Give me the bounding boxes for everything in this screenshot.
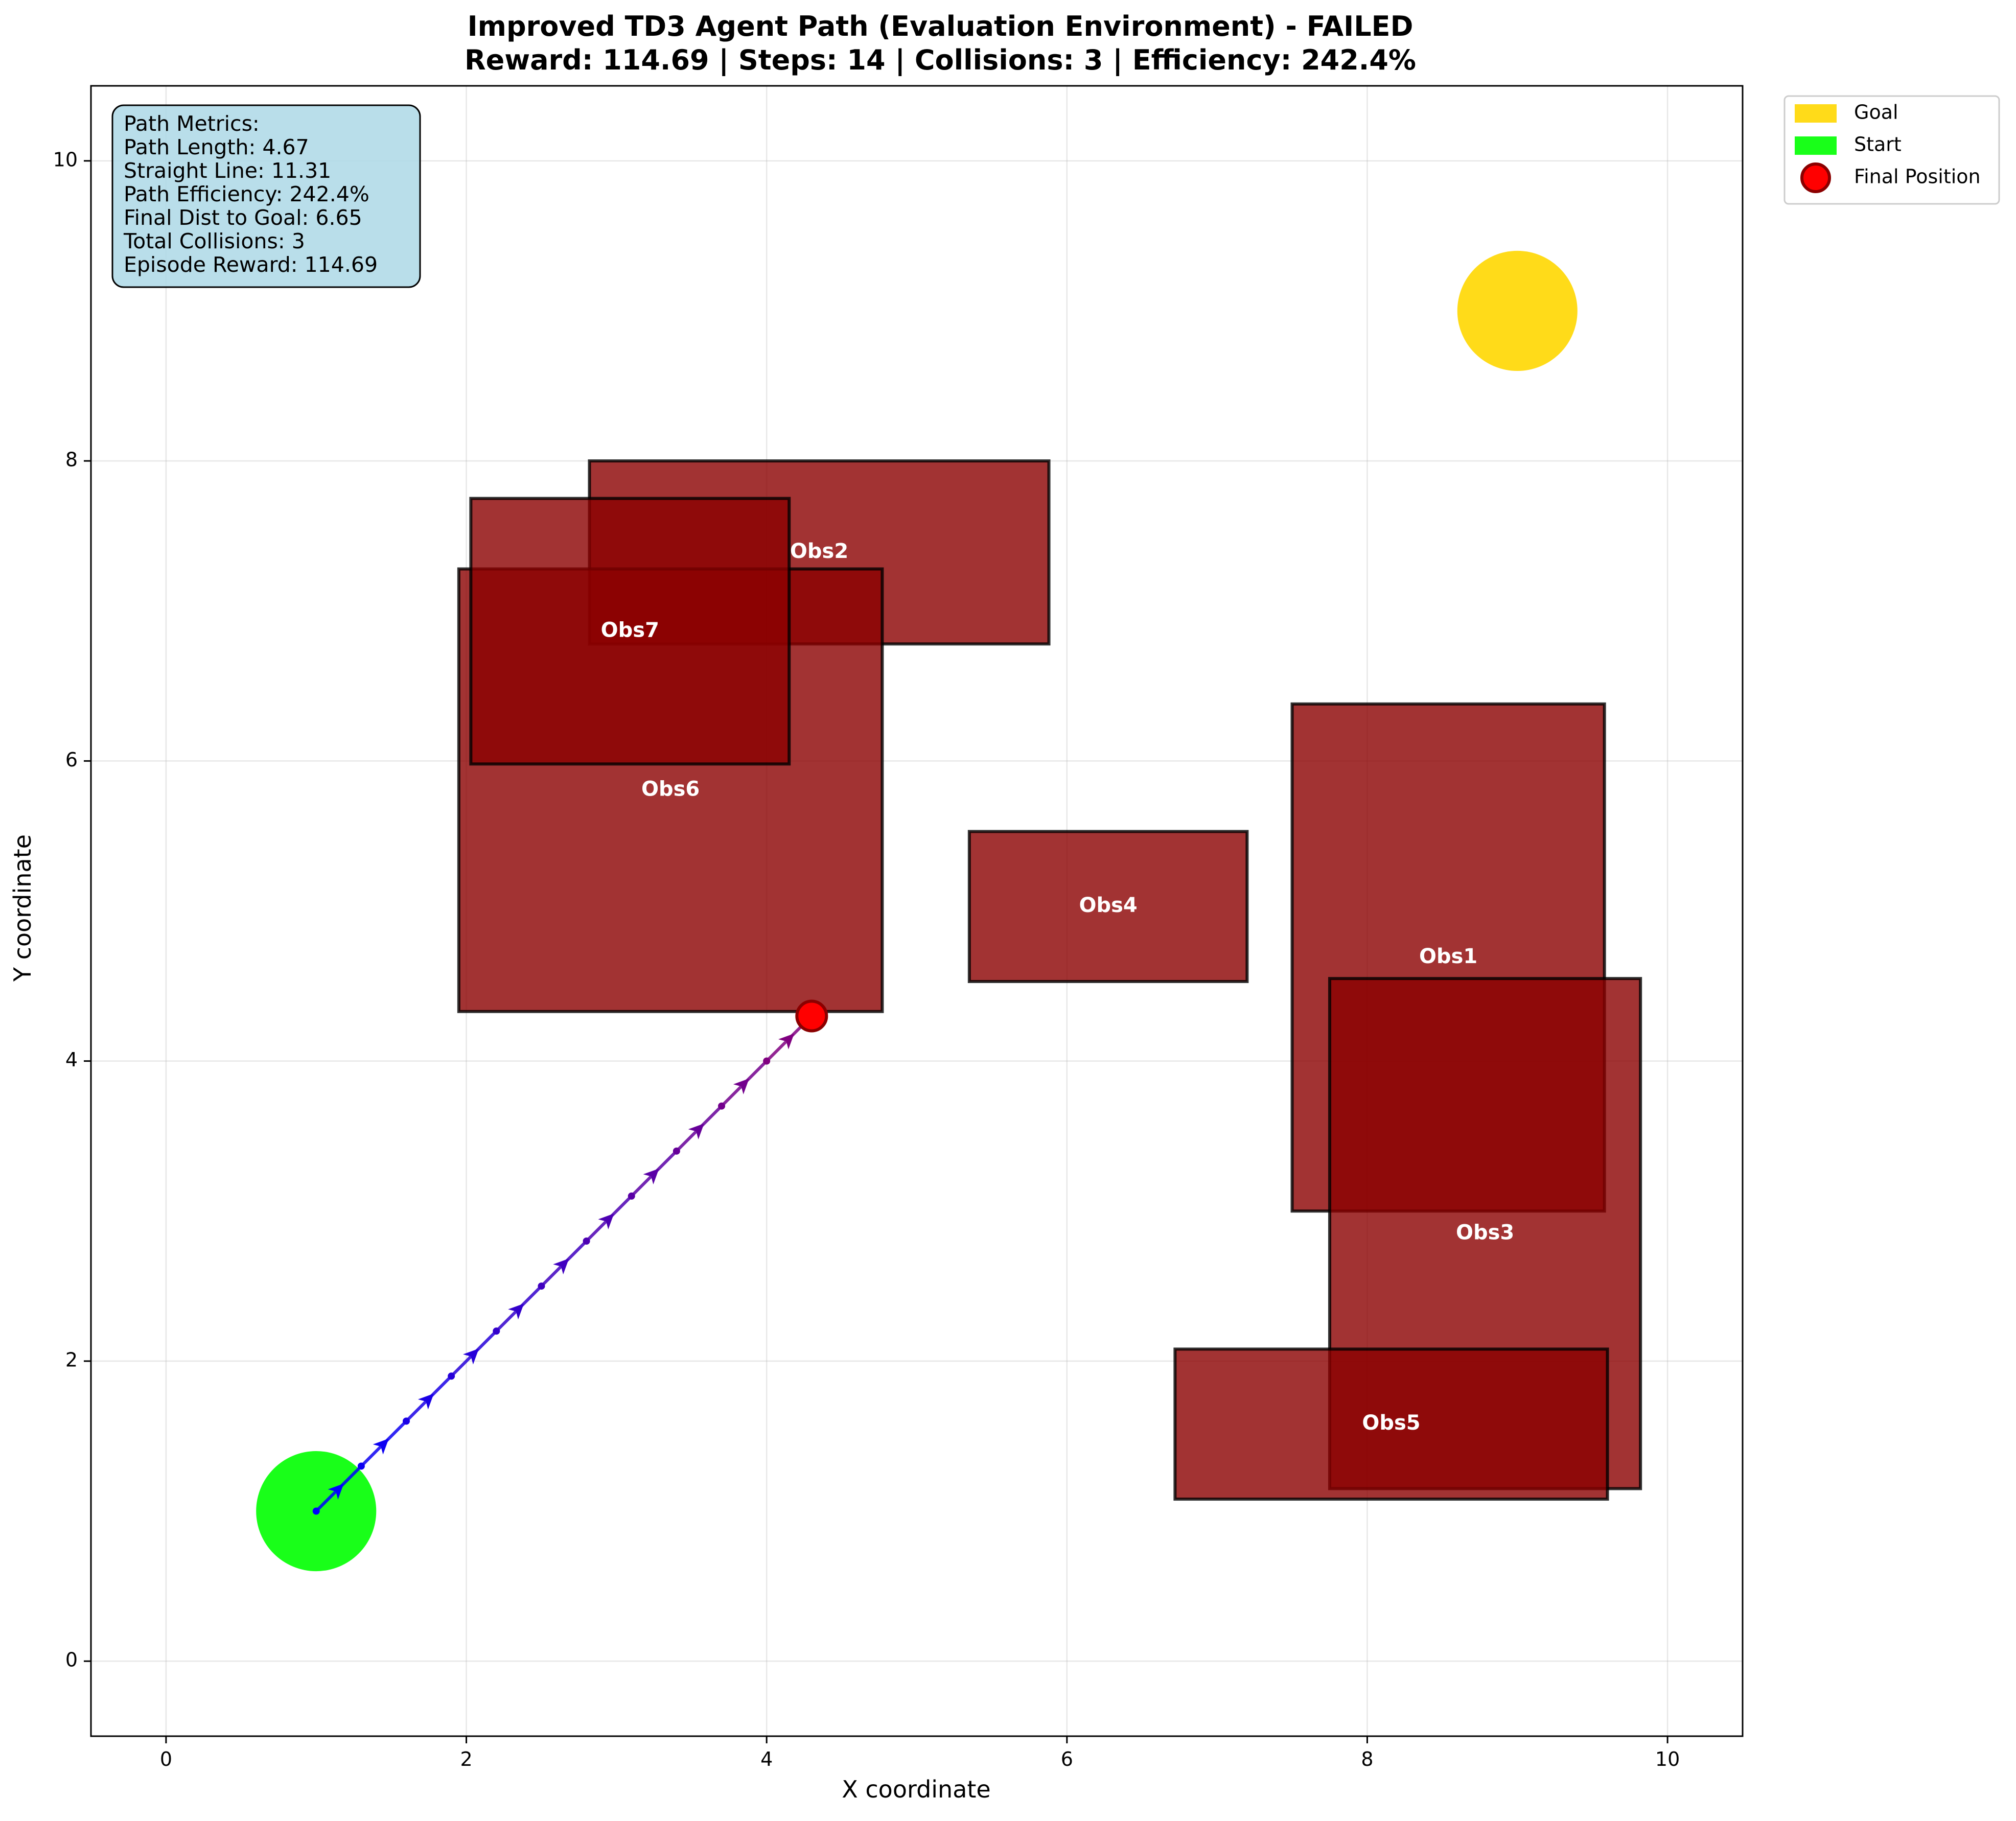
obstacle-label: Obs4: [1079, 894, 1137, 917]
x-tick-label: 2: [460, 1748, 472, 1770]
path-point: [673, 1147, 680, 1155]
path-point: [448, 1372, 455, 1380]
path-point: [763, 1057, 771, 1065]
legend-swatch: [1795, 104, 1837, 123]
path-arrow: [598, 1213, 614, 1230]
legend-marker: [1800, 162, 1831, 193]
chart-subtitle: Reward: 114.69 | Steps: 14 | Collisions:…: [465, 44, 1416, 76]
metrics-line: Total Collisions: 3: [123, 229, 305, 253]
path-arrow: [373, 1438, 389, 1455]
path-point: [718, 1102, 726, 1110]
x-tick-label: 8: [1361, 1748, 1373, 1770]
obstacle-label: Obs2: [790, 540, 848, 563]
obstacle-rect: [1173, 1347, 1609, 1501]
obstacle-label: Obs7: [601, 618, 659, 642]
plot-frame: [90, 85, 1744, 1737]
legend-swatch: [1795, 136, 1837, 155]
goal-circle: [1457, 250, 1578, 371]
metrics-line: Path Efficiency: 242.4%: [124, 182, 369, 206]
x-tick-label: 6: [1061, 1748, 1073, 1770]
x-axis-label: X coordinate: [842, 1776, 990, 1803]
metrics-line: Episode Reward: 114.69: [124, 252, 378, 277]
path-arrow: [778, 1033, 795, 1049]
metrics-line: Final Dist to Goal: 6.65: [124, 205, 362, 230]
axes: 0 2 4 6 8 10 0 2 4 6 8 10: [53, 85, 1744, 1770]
metrics-background: [111, 104, 421, 288]
obstacle-label: Obs5: [1362, 1411, 1420, 1435]
path-arrow: [553, 1258, 569, 1275]
obstacle-label: Obs6: [641, 778, 700, 801]
y-tick-label: 0: [65, 1649, 78, 1671]
obstacle-rect: [967, 830, 1249, 984]
path-arrow: [508, 1303, 524, 1320]
obstacle-label: Obs3: [1456, 1221, 1514, 1244]
path-point: [312, 1507, 320, 1515]
obstacle-rect: [469, 497, 791, 766]
legend-label: Start: [1854, 133, 1902, 156]
path-point: [538, 1282, 545, 1290]
metrics-line: Path Metrics:: [124, 111, 260, 136]
path-point: [357, 1462, 365, 1470]
final-position-marker: [795, 999, 828, 1033]
y-tick-label: 6: [65, 749, 78, 771]
path-point: [403, 1417, 410, 1425]
path-arrow: [643, 1168, 659, 1185]
path-arrow: [688, 1123, 704, 1139]
path-point: [628, 1192, 635, 1200]
agent-path: [312, 999, 828, 1515]
obstacle-label: Obs1: [1419, 945, 1477, 968]
legend-label: Goal: [1854, 101, 1898, 124]
y-tick-label: 8: [65, 449, 78, 471]
path-arrow: [418, 1393, 434, 1410]
y-tick-label: 4: [65, 1048, 78, 1071]
path-point: [493, 1327, 500, 1335]
legend-label: Final Position: [1854, 166, 1981, 188]
x-tick-label: 4: [760, 1748, 773, 1770]
x-tick-label: 0: [160, 1748, 172, 1770]
metrics-line: Straight Line: 11.31: [124, 158, 331, 183]
metrics-line: Path Length: 4.67: [124, 135, 309, 159]
y-tick-label: 10: [53, 148, 78, 171]
y-axis-label: Y coordinate: [9, 834, 36, 982]
x-tick-label: 10: [1655, 1748, 1680, 1770]
legend-frame: [1783, 95, 2000, 205]
path-arrow: [463, 1348, 479, 1365]
chart-title: Improved TD3 Agent Path (Evaluation Envi…: [468, 10, 1413, 42]
path-arrow: [328, 1483, 344, 1500]
y-tick-label: 2: [65, 1348, 78, 1371]
obstacles: Obs1 Obs2 Obs3 Obs4 Obs5 Obs6 Obs7: [457, 459, 1642, 1501]
path-arrow: [733, 1078, 750, 1094]
legend: Goal Start Final Position: [1783, 95, 2000, 205]
path-point: [583, 1238, 590, 1245]
